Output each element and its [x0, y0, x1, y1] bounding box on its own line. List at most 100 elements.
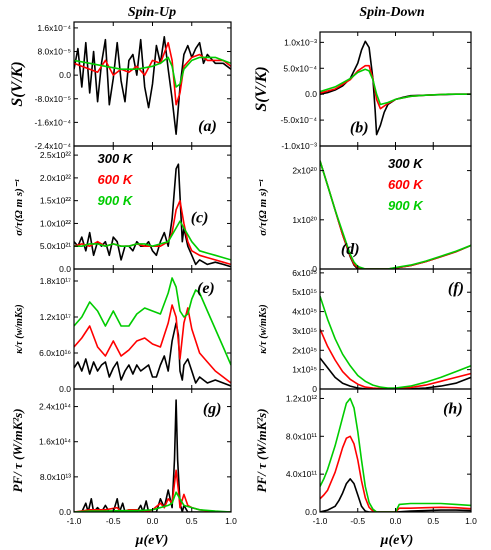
series-line-b-1	[320, 64, 471, 110]
series-line-e-0	[74, 322, 231, 387]
legend-entry-d-1: 600 K	[388, 177, 424, 192]
y-tick-label-e-1: 1.2x10¹⁷	[40, 312, 71, 322]
panel-c: 2.5x10²² 2.0x10²² 1.5x10²² 1.0x10²² 5.0x10²¹…	[13, 145, 232, 274]
panels: 1.6x10⁻⁴ 8.0x10⁻⁵ 0.0 -8.0x10⁻⁵ -1.6x10⁻⁴ -2.…	[9, 21, 477, 526]
y-tick-label-h-0: 1.2x10¹²	[286, 393, 317, 403]
panel-label-h: (h)	[443, 401, 463, 418]
series-line-e-2	[74, 277, 231, 366]
y-tick-label-f-6: 0	[312, 384, 317, 394]
y-tick-label-h-3: 0.0	[305, 507, 317, 517]
y-axis-label-h: PF/ τ (W/mK²s)	[254, 408, 269, 492]
y-tick-label-f-1: 5x10¹⁵	[292, 287, 317, 297]
y-tick-label-c-5: 0.0	[59, 264, 71, 274]
panel-label-d: (d)	[341, 241, 360, 258]
y-tick-label-a-5: -2.4x10⁻⁴	[35, 141, 72, 151]
series-line-h-1	[320, 435, 471, 512]
y-tick-label-e-0: 1.8x10¹⁷	[40, 276, 71, 286]
x-tick-label-g-2: 0.0	[147, 516, 159, 526]
series-line-b-2	[320, 68, 471, 106]
panel-d: 2x10²⁰ 1x10²⁰ 0 σ/τ(Ω m s)⁻¹ (d) 300 K 600 K 90…	[257, 145, 472, 274]
legend-entry-d-0: 300 K	[388, 156, 424, 171]
series-line-e-1	[74, 304, 231, 384]
series-line-h-0	[320, 478, 471, 512]
x-tick-label-g-3: 0.5	[186, 516, 198, 526]
series-line-h-2	[320, 397, 471, 512]
y-tick-label-h-1: 8.0x10¹¹	[286, 431, 317, 441]
y-tick-label-b-0: 1.0x10⁻³	[284, 37, 317, 47]
y-tick-label-b-4: -1.0x10⁻³	[281, 141, 317, 151]
x-tick-label-h-3: 0.5	[427, 516, 439, 526]
y-axis-label-e: κ/τ (w/mKs)	[14, 304, 25, 353]
series-line-b-0	[320, 40, 471, 136]
y-tick-label-g-3: 0.0	[59, 507, 71, 517]
y-tick-label-a-4: -1.6x10⁻⁴	[35, 117, 72, 127]
legend-entry-c-0: 300 K	[98, 151, 134, 166]
series-line-f-2	[320, 295, 471, 389]
y-tick-label-a-3: -8.0x10⁻⁵	[35, 94, 71, 104]
x-tick-label-h-1: -0.5	[350, 516, 365, 526]
y-tick-label-d-0: 2x10²⁰	[292, 166, 317, 176]
y-tick-label-a-0: 1.6x10⁻⁴	[37, 23, 71, 33]
left-column-title: Spin-Up	[128, 5, 176, 20]
y-axis-label-g: PF/ τ (W/mK²s)	[10, 408, 25, 492]
panel-label-e: (e)	[197, 280, 215, 297]
y-axis-label-c: σ/τ(Ω m s)⁻¹	[13, 179, 25, 236]
panel-e: 1.8x10¹⁷ 1.2x10¹⁷ 6.0x10¹⁶ 0.0 κ/τ (w/mKs) (e…	[14, 268, 232, 394]
panel-label-c: (c)	[191, 209, 209, 226]
y-tick-label-f-0: 6x10¹⁵	[292, 268, 317, 278]
panel-label-a: (a)	[198, 118, 217, 135]
x-tick-label-g-1: -0.5	[106, 516, 121, 526]
x-tick-label-h-0: -1.0	[313, 516, 328, 526]
y-tick-label-f-3: 3x10¹⁵	[292, 326, 317, 336]
panel-h: -1.0 -0.5 0.0 0.5 1.0 1.2x10¹² 8.0x10¹¹ 4.0x10¹…	[254, 388, 477, 526]
series-line-f-1	[320, 328, 471, 389]
y-tick-label-f-5: 1x10¹⁵	[292, 365, 317, 375]
y-tick-label-c-1: 2.0x10²²	[40, 173, 71, 183]
y-tick-label-c-2: 1.5x10²²	[40, 196, 71, 206]
x-tick-label-h-2: 0.0	[390, 516, 402, 526]
y-axis-label-f: κ/τ (w/mKs)	[258, 304, 269, 353]
y-tick-label-g-2: 8.0x10¹³	[40, 472, 71, 482]
panel-label-g: (g)	[203, 401, 222, 418]
y-tick-label-a-2: 0.0	[59, 70, 71, 80]
series-line-f-0	[320, 357, 471, 389]
legend-entry-c-2: 900 K	[98, 193, 134, 208]
y-tick-label-h-2: 4.0x10¹¹	[286, 469, 317, 479]
legend-entry-d-2: 900 K	[388, 198, 424, 213]
panel-b: 1.0x10⁻³ 5.0x10⁻⁴ 0.0 -5.0x10⁻⁴ -1.0x10⁻³ S(V…	[253, 31, 472, 151]
panel-a: 1.6x10⁻⁴ 8.0x10⁻⁵ 0.0 -8.0x10⁻⁵ -1.6x10⁻⁴ -2.…	[9, 21, 232, 151]
series-line-a-0	[74, 35, 231, 135]
y-tick-label-c-3: 1.0x10²²	[40, 218, 71, 228]
x-tick-label-g-4: 1.0	[225, 516, 237, 526]
y-axis-label-b: S(V/K)	[253, 66, 270, 111]
y-tick-label-b-2: 0.0	[305, 89, 317, 99]
y-tick-label-f-4: 2x10¹⁵	[292, 345, 317, 355]
y-tick-label-b-1: 5.0x10⁻⁴	[283, 63, 317, 73]
y-axis-label-d: σ/τ(Ω m s)⁻¹	[257, 179, 269, 236]
y-tick-label-a-1: 8.0x10⁻⁵	[37, 47, 71, 57]
panel-label-b: (b)	[350, 119, 369, 136]
panel-label-f: (f)	[448, 280, 464, 297]
y-tick-label-g-0: 2.4x10¹⁴	[39, 402, 71, 412]
y-tick-label-b-3: -5.0x10⁻⁴	[281, 115, 318, 125]
y-tick-label-c-0: 2.5x10²²	[40, 150, 71, 160]
series-line-c-2	[74, 220, 231, 261]
panel-f: 6x10¹⁵ 5x10¹⁵ 4x10¹⁵ 3x10¹⁵ 2x10¹⁵ 1x10¹⁵ 0 κ/τ…	[258, 268, 472, 394]
y-tick-label-d-2: 0	[312, 264, 317, 274]
plot-frame-b	[319, 31, 472, 147]
legend-entry-c-1: 600 K	[98, 172, 134, 187]
y-tick-label-g-1: 1.6x10¹⁴	[39, 437, 71, 447]
right-column-title: Spin-Down	[359, 5, 425, 20]
y-axis-label-a: S(V/K)	[9, 61, 26, 106]
x-tick-label-h-4: 1.0	[465, 516, 477, 526]
series-line-d-2	[320, 160, 471, 269]
x-axis-label-right: μ(eV)	[380, 533, 414, 548]
x-axis-label-left: μ(eV)	[135, 533, 169, 548]
y-tick-label-e-3: 0.0	[59, 384, 71, 394]
x-tick-label-g-0: -1.0	[67, 516, 82, 526]
y-tick-label-d-1: 1x10²⁰	[292, 215, 317, 225]
y-tick-label-f-2: 4x10¹⁵	[292, 307, 317, 317]
series-line-a-2	[74, 56, 231, 88]
panel-g: -1.0 -0.5 0.0 0.5 1.0 2.4x10¹⁴ 1.6x10¹⁴ 8.0x10¹…	[10, 388, 237, 526]
